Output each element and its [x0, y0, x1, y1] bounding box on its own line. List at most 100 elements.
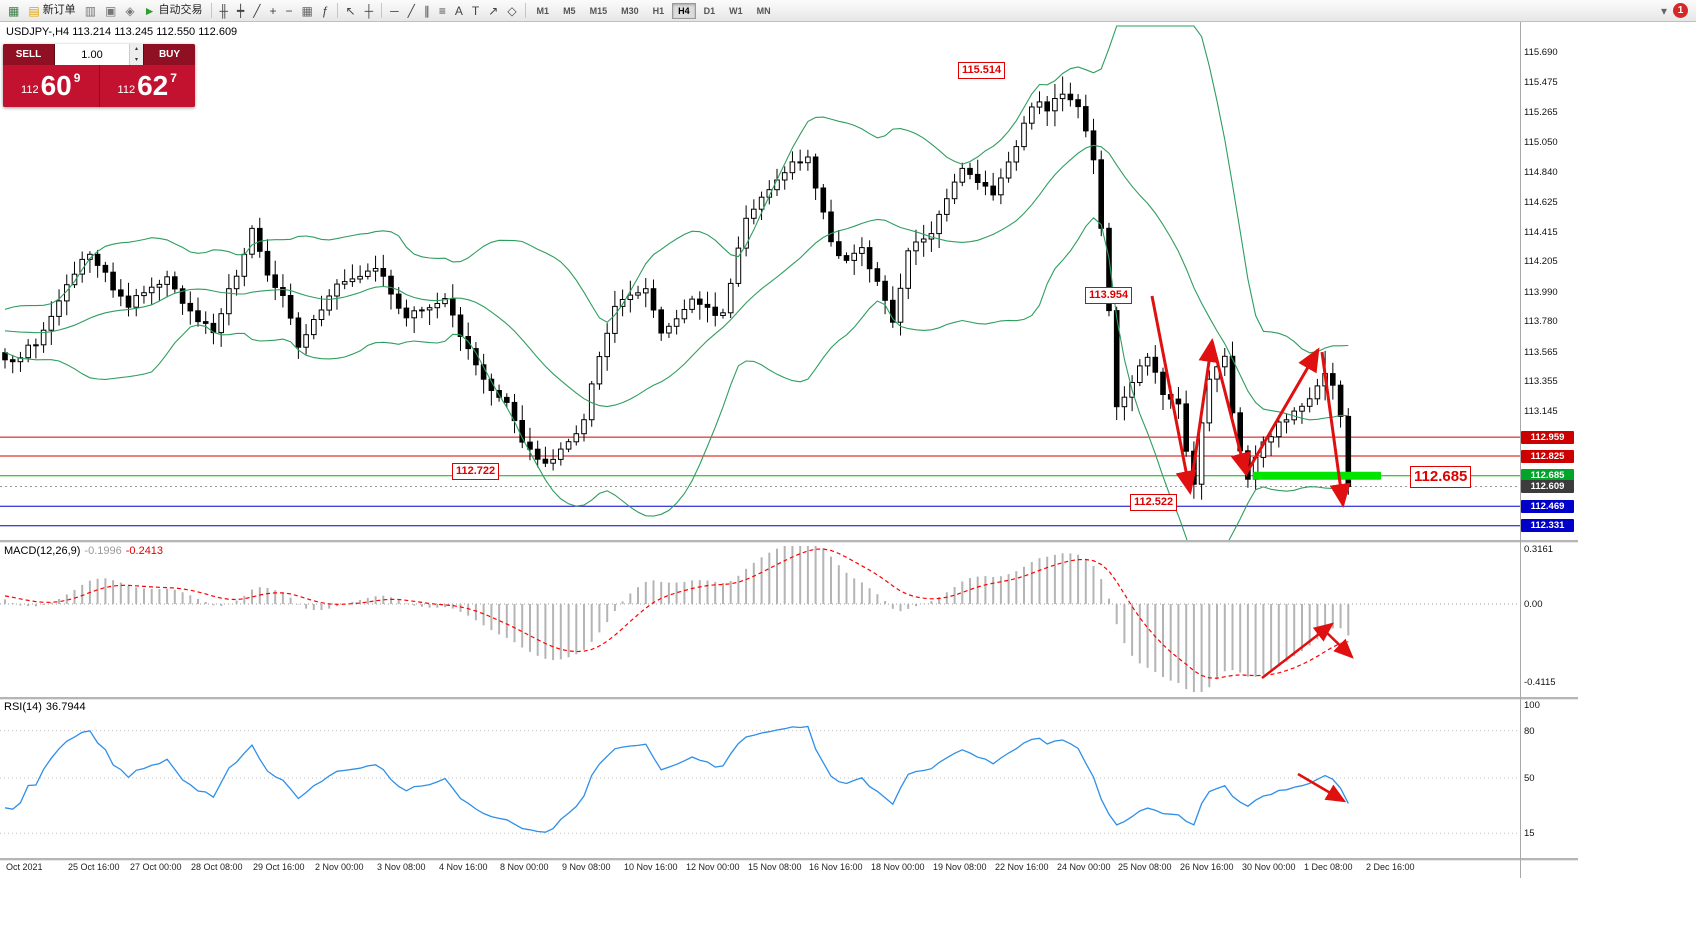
- cursor-icon: ↖: [345, 3, 356, 18]
- time-axis-label: 4 Nov 16:00: [439, 862, 488, 872]
- fibonacci-icon[interactable]: ≡: [435, 2, 450, 20]
- new-order-button[interactable]: ▤ 新订单: [24, 2, 79, 20]
- buy-price[interactable]: 112 62 7: [117, 70, 177, 101]
- trendline-icon[interactable]: ╱: [404, 2, 419, 20]
- chevron-down-icon[interactable]: ▾: [1660, 3, 1667, 18]
- crosshair-icon: ┼: [364, 3, 374, 18]
- pane-divider[interactable]: [0, 697, 1578, 700]
- zoom-out-icon: −: [285, 3, 293, 18]
- sell-price[interactable]: 112 60 9: [3, 65, 100, 107]
- time-axis-label: 8 Nov 00:00: [500, 862, 549, 872]
- price-axis-tick: 113.355: [1524, 376, 1558, 387]
- shapes-icon: ◇: [507, 3, 517, 18]
- crosshair-icon[interactable]: ┼: [361, 2, 378, 20]
- indicators-icon[interactable]: ƒ: [318, 2, 333, 20]
- channel-icon: ∥: [423, 3, 430, 18]
- time-axis-label: 9 Nov 08:00: [562, 862, 611, 872]
- rsi-chart-canvas[interactable]: [0, 699, 1520, 857]
- time-axis-label: 16 Nov 16:00: [809, 862, 863, 872]
- timeframe-button-w1[interactable]: W1: [723, 3, 749, 19]
- price-axis-badge: 112.825: [1521, 450, 1574, 463]
- rsi-axis-label: 15: [1524, 828, 1535, 839]
- time-axis-label: 29 Oct 16:00: [253, 862, 305, 872]
- shapes-icon[interactable]: ◇: [503, 2, 520, 20]
- lot-spinner: ▴ ▾: [129, 44, 143, 65]
- macd-axis-label: 0.00: [1524, 599, 1543, 610]
- trendline-icon: ╱: [407, 3, 415, 18]
- bar-chart-icon[interactable]: ╫: [216, 2, 233, 20]
- timeframe-button-h4[interactable]: H4: [672, 2, 696, 19]
- zoom-out-icon[interactable]: −: [282, 2, 297, 20]
- auto-trading-button[interactable]: ► 自动交易: [140, 2, 207, 20]
- grid-icon[interactable]: ▦: [298, 2, 317, 20]
- main-toolbar: ▦ ▤ 新订单 ▥ ▣ ◈ ► 自动交易 ╫ ┿ ╱ + − ▦ ƒ ↖ ┼ ─ ╱ ∥ ≡ A T ↗ ◇ M1 M5 M15 M3…: [0, 0, 1696, 22]
- lot-size-control: ▴ ▾: [55, 44, 143, 65]
- line-chart-icon[interactable]: ╱: [249, 2, 264, 20]
- profiles-icon: ▥: [84, 3, 97, 18]
- bar-chart-icon: ╫: [219, 3, 229, 18]
- line-chart-icon: ╱: [253, 3, 261, 18]
- navigator-icon[interactable]: ◈: [121, 2, 138, 20]
- auto-trading-button-label: 自动交易: [158, 4, 203, 16]
- timeframe-button-d1[interactable]: D1: [698, 3, 722, 19]
- rsi-axis-label: 80: [1524, 726, 1535, 737]
- horizontal-line-icon[interactable]: ─: [386, 2, 403, 20]
- fibonacci-icon: ≡: [438, 3, 446, 18]
- time-axis-label: 3 Nov 08:00: [377, 862, 426, 872]
- time-axis-label: 18 Nov 00:00: [871, 862, 925, 872]
- price-axis-tick: 114.205: [1524, 256, 1558, 267]
- arrow-tool-icon[interactable]: ↗: [484, 2, 502, 20]
- timeframe-button-m5[interactable]: M5: [557, 3, 582, 19]
- price-axis-tick: 115.690: [1524, 47, 1558, 58]
- rsi-axis-label: 50: [1524, 773, 1535, 784]
- profiles-icon[interactable]: ▥: [81, 2, 100, 20]
- time-axis-label: 15 Nov 08:00: [748, 862, 802, 872]
- macd-chart-canvas[interactable]: [0, 542, 1520, 696]
- new-chart-icon: ▦: [8, 3, 20, 18]
- time-axis-label: 19 Nov 08:00: [933, 862, 987, 872]
- price-chart-canvas[interactable]: [0, 22, 1520, 540]
- zoom-in-icon[interactable]: +: [265, 2, 280, 20]
- text-icon[interactable]: A: [451, 2, 467, 20]
- time-axis-label: 22 Nov 16:00: [995, 862, 1049, 872]
- buy-button[interactable]: BUY: [143, 44, 195, 65]
- time-axis-label: 1 Dec 08:00: [1304, 862, 1353, 872]
- price-annotation: 113.954: [1085, 287, 1133, 304]
- zoom-in-icon: +: [269, 3, 277, 18]
- lot-increase-button[interactable]: ▴: [130, 44, 143, 55]
- price-annotation: 115.514: [958, 62, 1006, 79]
- chart-title: USDJPY-,H4 113.214 113.245 112.550 112.6…: [6, 26, 238, 38]
- lot-decrease-button[interactable]: ▾: [130, 54, 143, 65]
- price-axis-tick: 113.780: [1524, 316, 1558, 327]
- timeframe-button-m30[interactable]: M30: [615, 3, 645, 19]
- timeframe-button-m15[interactable]: M15: [584, 3, 614, 19]
- timeframe-button-h1[interactable]: H1: [647, 3, 671, 19]
- price-axis-tick: 113.145: [1524, 406, 1558, 417]
- notification-badge[interactable]: 1: [1673, 3, 1688, 18]
- price-axis-tick: 114.840: [1524, 167, 1558, 178]
- price-annotation: 112.722: [452, 463, 500, 480]
- price-axis-tick: 115.050: [1524, 137, 1558, 148]
- candlestick-chart-icon: ┿: [237, 3, 245, 18]
- market-watch-icon: ▣: [105, 3, 117, 18]
- time-axis-label: 26 Nov 16:00: [1180, 862, 1234, 872]
- market-watch-icon[interactable]: ▣: [101, 2, 120, 20]
- pane-divider[interactable]: [0, 540, 1578, 543]
- one-click-trading-panel: SELL ▴ ▾ BUY 112 60 9 112 62 7: [3, 44, 195, 107]
- candlestick-chart-icon[interactable]: ┿: [233, 2, 248, 20]
- channel-icon[interactable]: ∥: [420, 2, 434, 20]
- time-axis-label: 30 Nov 00:00: [1242, 862, 1296, 872]
- new-order-button: ▤: [28, 3, 40, 18]
- timeframe-button-mn[interactable]: MN: [751, 3, 777, 19]
- new-chart-icon[interactable]: ▦: [4, 2, 23, 20]
- sell-button[interactable]: SELL: [3, 44, 55, 65]
- toolbar-separator: [381, 3, 383, 18]
- time-axis-label: 28 Oct 08:00: [191, 862, 243, 872]
- timeframe-button-m1[interactable]: M1: [531, 3, 556, 19]
- price-axis-tick: 115.265: [1524, 107, 1558, 118]
- lot-size-input[interactable]: [55, 44, 129, 65]
- auto-trading-button: ►: [143, 3, 156, 18]
- label-icon[interactable]: T: [468, 2, 483, 20]
- cursor-icon[interactable]: ↖: [342, 2, 360, 20]
